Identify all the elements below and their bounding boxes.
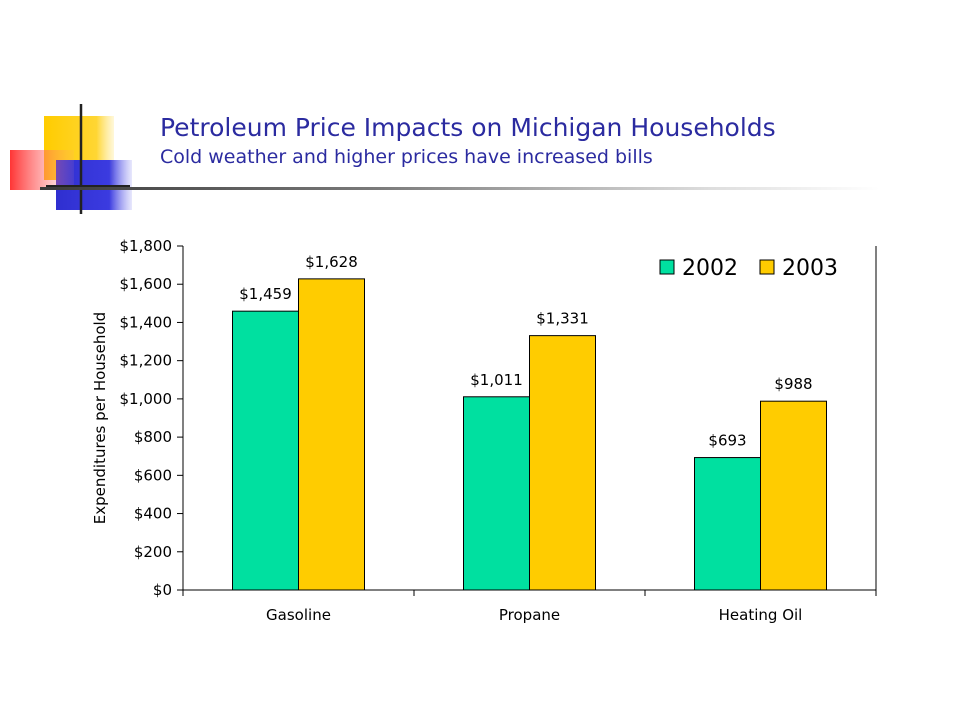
y-axis-ticks: $0 $200 $400 $600 $800 $1,000 $1,200 $1,400 $1,6… xyxy=(120,237,183,599)
y-tick-label: $1,600 xyxy=(120,275,173,293)
y-tick-label: $200 xyxy=(134,543,172,561)
title-divider xyxy=(40,187,880,190)
slide-logo-decoration xyxy=(10,104,132,214)
legend: 2002 2003 xyxy=(659,256,838,281)
title-block: Petroleum Price Impacts on Michigan Hous… xyxy=(160,112,776,170)
y-tick-label: $1,000 xyxy=(120,390,173,408)
data-label: $1,011 xyxy=(470,371,523,389)
y-tick-label: $400 xyxy=(134,505,172,523)
data-label: $988 xyxy=(774,375,812,393)
y-tick-label: $1,200 xyxy=(120,352,173,370)
bar-2002-heating-oil xyxy=(694,457,761,591)
slide-subtitle: Cold weather and higher prices have incr… xyxy=(160,146,653,168)
slide-title: Petroleum Price Impacts on Michigan Hous… xyxy=(160,113,776,142)
bars xyxy=(232,278,827,591)
y-tick-label: $1,400 xyxy=(120,313,173,331)
legend-label-2002: 2002 xyxy=(682,256,738,281)
legend-label-2003: 2003 xyxy=(782,256,838,281)
data-labels: $1,459 $1,628 $1,011 $1,331 $693 $988 xyxy=(239,253,812,450)
y-tick-label: $800 xyxy=(134,428,172,446)
y-axis-label: Expenditures per Household xyxy=(91,312,109,524)
y-tick-label: $600 xyxy=(134,466,172,484)
bar-2003-heating-oil xyxy=(760,400,827,591)
axes xyxy=(182,246,877,591)
x-axis-ticks: Gasoline Propane Heating Oil xyxy=(182,590,877,624)
x-tick-label: Heating Oil xyxy=(719,606,803,624)
data-label: $693 xyxy=(708,432,746,450)
data-label: $1,459 xyxy=(239,285,292,303)
legend-swatch-2002 xyxy=(659,259,675,275)
data-label: $1,628 xyxy=(305,253,358,271)
bar-2002-propane xyxy=(463,396,530,591)
y-tick-label: $1,800 xyxy=(120,237,173,255)
bar-2003-gasoline xyxy=(298,278,365,591)
x-tick-label: Propane xyxy=(499,606,560,624)
x-tick-label: Gasoline xyxy=(266,606,331,624)
bar-2003-propane xyxy=(529,335,596,591)
legend-swatch-2003 xyxy=(759,259,775,275)
data-label: $1,331 xyxy=(536,310,589,328)
y-tick-label: $0 xyxy=(153,581,172,599)
bar-2002-gasoline xyxy=(232,310,299,591)
